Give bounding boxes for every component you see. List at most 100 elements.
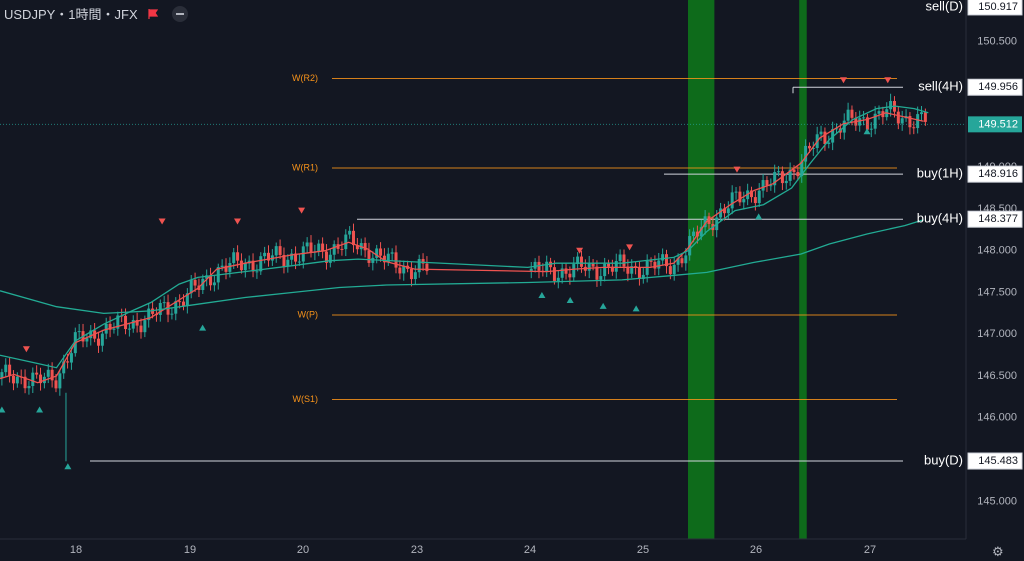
candle-body: [170, 313, 174, 315]
sell-signal-marker: [233, 218, 241, 225]
candle-body: [618, 254, 622, 262]
symbol-title: USDJPY・1時間・JFX: [4, 7, 138, 22]
sell-signal-marker: [884, 77, 892, 84]
time-tick-label: 25: [637, 544, 649, 556]
candle-body: [224, 265, 228, 272]
candle-body: [367, 250, 371, 263]
candle-body: [189, 279, 193, 294]
candle-body: [375, 248, 379, 258]
candle-body: [417, 258, 421, 273]
candle-body: [916, 114, 920, 129]
candle-body: [108, 323, 112, 330]
candle-body: [626, 266, 630, 274]
signal-price-tag: [967, 210, 1023, 228]
candle-body: [348, 230, 352, 235]
gear-icon[interactable]: ⚙: [992, 545, 1004, 560]
candle-body: [112, 328, 116, 330]
sell-signal-marker: [733, 166, 741, 173]
candle-body: [811, 148, 815, 150]
candle-body: [722, 208, 726, 214]
signal-price-value: 148.377: [978, 213, 1018, 225]
price-tick-label: 148.000: [977, 245, 1017, 257]
candle-body: [819, 131, 823, 135]
signal-label: sell(4H): [918, 79, 963, 94]
candle-body: [8, 364, 12, 376]
candle-body: [684, 255, 688, 264]
candle-body: [823, 131, 827, 144]
candle-body: [251, 260, 255, 272]
candle-body: [363, 243, 367, 251]
chart-header: USDJPY・1時間・JFX: [4, 4, 188, 23]
candle-body: [201, 278, 205, 290]
candle-body: [877, 111, 881, 114]
time-tick-label: 26: [750, 544, 762, 556]
price-tick-label: 146.500: [977, 370, 1017, 382]
candle-body: [529, 268, 533, 272]
candle-body: [753, 197, 757, 204]
minus-circle-icon[interactable]: [171, 5, 188, 22]
candle-body: [127, 328, 131, 330]
signal-label: sell(D): [925, 0, 963, 13]
candle-body: [0, 372, 4, 378]
candle-body: [259, 256, 263, 272]
candle-body: [220, 265, 224, 268]
candle-body: [324, 251, 328, 263]
candle-body: [143, 320, 147, 333]
buy-signal-marker: [538, 291, 546, 298]
candle-body: [340, 248, 344, 250]
candle-body: [274, 246, 278, 256]
candle-body: [209, 275, 213, 286]
candle-body: [923, 112, 927, 122]
flag-icon[interactable]: [148, 8, 158, 19]
candles: [0, 93, 927, 462]
price-tick-label: 146.000: [977, 412, 1017, 424]
candle-body: [413, 272, 417, 280]
candle-body: [409, 268, 413, 280]
candle-body: [788, 169, 792, 181]
candle-body: [533, 261, 537, 269]
highlight-zone: [799, 0, 807, 539]
candle-body: [332, 244, 336, 255]
candle-body: [124, 315, 128, 330]
candle-body: [680, 258, 684, 264]
sell-signal-marker: [158, 218, 166, 225]
candle-body: [228, 263, 232, 272]
candle-body: [104, 323, 108, 334]
candle-body: [545, 261, 549, 272]
candle-body: [664, 254, 668, 267]
candle-body: [421, 258, 425, 264]
candle-body: [750, 190, 754, 198]
candle-body: [630, 266, 634, 274]
candle-body: [576, 256, 580, 265]
candle-body: [236, 252, 240, 261]
candle-body: [46, 369, 50, 377]
candle-body: [920, 112, 924, 115]
candle-body: [896, 111, 900, 124]
candle-body: [89, 330, 93, 339]
time-tick-label: 24: [524, 544, 536, 556]
candle-body: [730, 192, 734, 209]
candle-body: [765, 180, 769, 186]
candle-body: [552, 267, 556, 281]
time-tick-label: 23: [411, 544, 423, 556]
candle-body: [425, 263, 429, 272]
candle-body: [162, 302, 166, 304]
candle-body: [777, 171, 781, 173]
current-price-value: 149.512: [978, 118, 1018, 130]
signal-price-value: 149.956: [978, 81, 1018, 93]
buy-signal-marker: [755, 213, 763, 220]
sell-signal-marker: [22, 346, 30, 353]
buy-signal-marker: [599, 302, 607, 309]
candle-body: [50, 369, 54, 381]
candle-body: [873, 113, 877, 129]
candle-body: [869, 128, 873, 130]
candle-body: [263, 252, 267, 257]
candle-body: [35, 372, 39, 375]
candle-body: [4, 364, 8, 373]
candle-body: [649, 260, 653, 262]
candle-body: [603, 263, 607, 277]
candle-body: [23, 376, 27, 389]
